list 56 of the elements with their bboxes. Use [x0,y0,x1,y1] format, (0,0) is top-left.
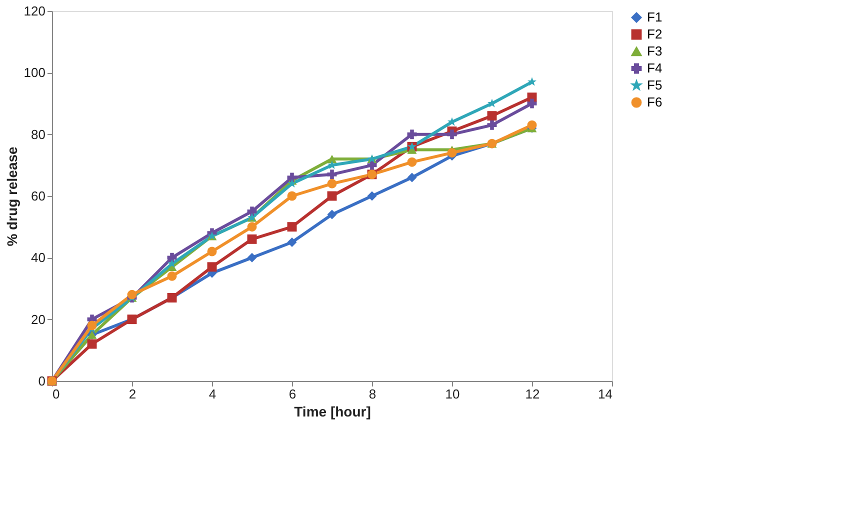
point [327,210,337,220]
y-axis-title: % drug release [4,146,20,246]
point [527,120,537,130]
legend-label: F1 [647,10,662,24]
point [327,154,337,164]
point [527,98,537,108]
y-tick-label: 20 [31,312,46,327]
point [167,252,177,262]
point [487,111,497,121]
point [367,191,377,201]
point [87,339,97,349]
y-tick-label: 60 [31,188,46,204]
x-tick-label: 4 [208,386,216,402]
point [327,178,337,188]
point [287,178,297,188]
point [287,172,297,182]
point [247,206,257,216]
point [207,246,217,256]
x-tick-label: 0 [52,386,60,402]
point [127,290,137,300]
legend-label: F3 [647,44,662,58]
legend-label: F5 [647,78,662,92]
x-tick-label: 12 [525,386,540,402]
x-axis-title: Time [hour] [294,404,371,420]
y-tick-label: 0 [38,374,46,388]
point [287,238,297,247]
point [247,222,257,232]
x-tick-label: 8 [368,386,376,402]
point [167,259,177,268]
x-tick-label: 6 [288,386,296,402]
y-tick-label: 100 [24,65,46,80]
point [327,170,337,180]
point [487,120,497,130]
point [407,130,417,140]
point [167,271,177,281]
point [407,172,417,182]
point [447,148,457,158]
x-tick-label: 2 [128,386,136,402]
point [87,320,97,330]
point [527,77,537,86]
legend-label: F6 [647,94,662,110]
y-tick-label: 80 [31,126,46,142]
point [407,157,417,167]
point [207,262,217,272]
x-tick-label: 14 [598,386,612,402]
point [287,191,297,201]
legend-label: F4 [647,60,662,76]
point [247,234,257,244]
point [247,252,257,262]
legend-label: F2 [647,26,662,42]
point [287,222,297,232]
x-tick-label: 10 [445,386,460,402]
point [447,130,457,140]
y-tick-label: 120 [24,4,46,18]
point [327,191,337,201]
y-tick-label: 40 [31,250,46,266]
